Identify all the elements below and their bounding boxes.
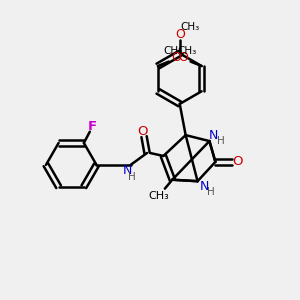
Text: CH₃: CH₃ [148, 191, 169, 201]
Text: N: N [209, 129, 219, 142]
Text: O: O [178, 51, 188, 64]
Text: O: O [171, 51, 181, 64]
Text: N: N [123, 164, 132, 177]
Text: N: N [200, 180, 209, 193]
Text: H: H [128, 172, 135, 182]
Text: H: H [217, 136, 225, 146]
Text: O: O [137, 125, 148, 138]
Text: F: F [88, 120, 97, 133]
Text: CH₃: CH₃ [163, 46, 182, 56]
Text: O: O [232, 155, 242, 168]
Text: H: H [207, 187, 215, 196]
Text: CH₃: CH₃ [177, 46, 196, 56]
Text: O: O [175, 28, 185, 41]
Text: CH₃: CH₃ [181, 22, 200, 32]
